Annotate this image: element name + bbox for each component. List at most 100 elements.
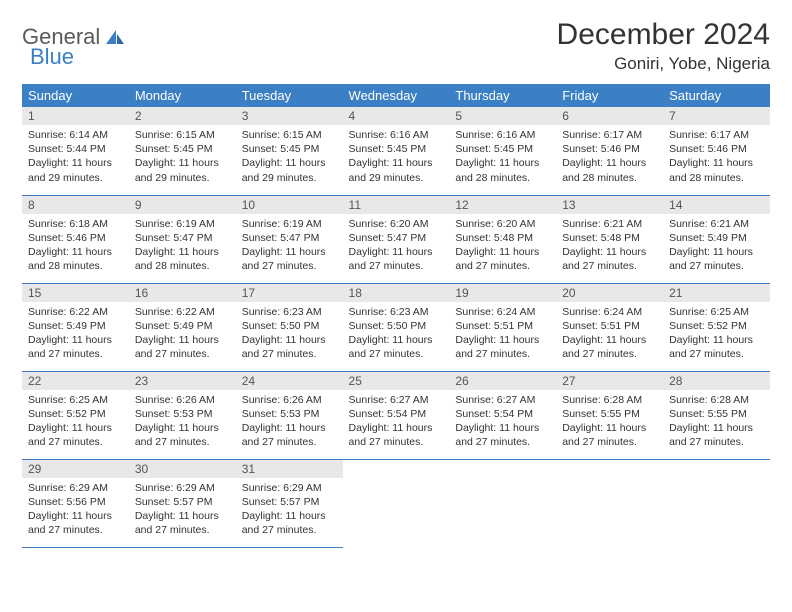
calendar-week-row: 22Sunrise: 6:25 AMSunset: 5:52 PMDayligh… xyxy=(22,371,770,459)
daylight-line: Daylight: 11 hours and 27 minutes. xyxy=(669,334,753,360)
day-number: 11 xyxy=(343,196,450,214)
day-content: Sunrise: 6:26 AMSunset: 5:53 PMDaylight:… xyxy=(129,390,236,454)
sunset-line: Sunset: 5:48 PM xyxy=(562,232,640,244)
sunrise-line: Sunrise: 6:19 AM xyxy=(242,218,322,230)
day-number: 21 xyxy=(663,284,770,302)
day-number: 3 xyxy=(236,107,343,125)
calendar-cell: 18Sunrise: 6:23 AMSunset: 5:50 PMDayligh… xyxy=(343,283,450,371)
sunrise-line: Sunrise: 6:26 AM xyxy=(242,394,322,406)
weekday-header: Thursday xyxy=(449,84,556,107)
day-number: 20 xyxy=(556,284,663,302)
calendar-cell xyxy=(449,459,556,547)
daylight-line: Daylight: 11 hours and 28 minutes. xyxy=(562,157,646,183)
logo-sail-icon xyxy=(104,28,126,46)
calendar-cell: 10Sunrise: 6:19 AMSunset: 5:47 PMDayligh… xyxy=(236,195,343,283)
sunrise-line: Sunrise: 6:29 AM xyxy=(28,482,108,494)
sunrise-line: Sunrise: 6:17 AM xyxy=(669,129,749,141)
calendar-cell xyxy=(663,459,770,547)
day-content: Sunrise: 6:22 AMSunset: 5:49 PMDaylight:… xyxy=(22,302,129,366)
day-number: 26 xyxy=(449,372,556,390)
daylight-line: Daylight: 11 hours and 27 minutes. xyxy=(562,422,646,448)
sunrise-line: Sunrise: 6:15 AM xyxy=(242,129,322,141)
day-content: Sunrise: 6:20 AMSunset: 5:48 PMDaylight:… xyxy=(449,214,556,278)
daylight-line: Daylight: 11 hours and 27 minutes. xyxy=(349,334,433,360)
sunrise-line: Sunrise: 6:14 AM xyxy=(28,129,108,141)
calendar-cell: 22Sunrise: 6:25 AMSunset: 5:52 PMDayligh… xyxy=(22,371,129,459)
day-number: 13 xyxy=(556,196,663,214)
sunset-line: Sunset: 5:50 PM xyxy=(349,320,427,332)
month-title: December 2024 xyxy=(557,18,770,52)
sunset-line: Sunset: 5:54 PM xyxy=(455,408,533,420)
daylight-line: Daylight: 11 hours and 27 minutes. xyxy=(135,422,219,448)
day-content: Sunrise: 6:29 AMSunset: 5:57 PMDaylight:… xyxy=(129,478,236,542)
day-number: 8 xyxy=(22,196,129,214)
sunset-line: Sunset: 5:53 PM xyxy=(135,408,213,420)
day-content: Sunrise: 6:29 AMSunset: 5:57 PMDaylight:… xyxy=(236,478,343,542)
daylight-line: Daylight: 11 hours and 27 minutes. xyxy=(455,422,539,448)
calendar-cell xyxy=(556,459,663,547)
calendar-cell: 26 Sunrise: 6:27 AM Sunset: 5:54 PM Dayligh… xyxy=(449,371,556,459)
sunset-line: Sunset: 5:49 PM xyxy=(28,320,106,332)
sunrise-line: Sunrise: 6:20 AM xyxy=(455,218,535,230)
calendar-cell: 28Sunrise: 6:28 AMSunset: 5:55 PMDayligh… xyxy=(663,371,770,459)
sunset-line: Sunset: 5:48 PM xyxy=(455,232,533,244)
weekday-header-row: Sunday Monday Tuesday Wednesday Thursday… xyxy=(22,84,770,107)
calendar-cell: 16Sunrise: 6:22 AMSunset: 5:49 PMDayligh… xyxy=(129,283,236,371)
sunrise-line: Sunrise: 6:25 AM xyxy=(28,394,108,406)
day-content: Sunrise: 6:24 AMSunset: 5:51 PMDaylight:… xyxy=(449,302,556,366)
sunrise-line: Sunrise: 6:20 AM xyxy=(349,218,429,230)
sunset-line: Sunset: 5:56 PM xyxy=(28,496,106,508)
day-content: Sunrise: 6:20 AM Sunset: 5:47 PM Daylight:… xyxy=(343,214,450,278)
day-content: Sunrise: 6:15 AMSunset: 5:45 PMDaylight:… xyxy=(236,125,343,189)
day-number: 15 xyxy=(22,284,129,302)
calendar-week-row: 1Sunrise: 6:14 AMSunset: 5:44 PMDaylight… xyxy=(22,107,770,195)
day-number: 30 xyxy=(129,460,236,478)
day-content: Sunrise: 6:16 AMSunset: 5:45 PMDaylight:… xyxy=(449,125,556,189)
calendar-cell: 25Sunrise: 6:27 AMSunset: 5:54 PMDayligh… xyxy=(343,371,450,459)
day-content: Sunrise: 6:17 AM Sunset: 5:46 PM Daylight:… xyxy=(556,125,663,189)
daylight-line: Daylight: 11 hours and 27 minutes. xyxy=(135,334,219,360)
calendar-cell: 24Sunrise: 6:26 AMSunset: 5:53 PMDayligh… xyxy=(236,371,343,459)
calendar-cell: 21Sunrise: 6:25 AMSunset: 5:52 PMDayligh… xyxy=(663,283,770,371)
calendar-cell: 4Sunrise: 6:16 AMSunset: 5:45 PMDaylight… xyxy=(343,107,450,195)
day-content: Sunrise: 6:18 AMSunset: 5:46 PMDaylight:… xyxy=(22,214,129,278)
sunrise-line: Sunrise: 6:27 AM xyxy=(455,394,535,406)
day-number: 16 xyxy=(129,284,236,302)
calendar-cell: 8Sunrise: 6:18 AMSunset: 5:46 PMDaylight… xyxy=(22,195,129,283)
day-content: Sunrise: 6:22 AMSunset: 5:49 PMDaylight:… xyxy=(129,302,236,366)
calendar-week-row: 29 Sunrise: 6:29 AM Sunset: 5:56 PM Dayligh… xyxy=(22,459,770,547)
day-number: 29 xyxy=(22,460,129,478)
daylight-line: Daylight: 11 hours and 27 minutes. xyxy=(28,334,112,360)
daylight-line: Daylight: 11 hours and 27 minutes. xyxy=(349,246,433,272)
sunrise-line: Sunrise: 6:28 AM xyxy=(562,394,642,406)
logo-word2: Blue xyxy=(30,44,74,70)
calendar-cell: 27Sunrise: 6:28 AMSunset: 5:55 PMDayligh… xyxy=(556,371,663,459)
daylight-line: Daylight: 11 hours and 27 minutes. xyxy=(669,422,753,448)
calendar-cell: 12Sunrise: 6:20 AMSunset: 5:48 PMDayligh… xyxy=(449,195,556,283)
sunrise-line: Sunrise: 6:22 AM xyxy=(135,306,215,318)
location: Goniri, Yobe, Nigeria xyxy=(557,54,770,74)
day-number: 9 xyxy=(129,196,236,214)
calendar-cell: 13Sunrise: 6:21 AMSunset: 5:48 PMDayligh… xyxy=(556,195,663,283)
sunrise-line: Sunrise: 6:28 AM xyxy=(669,394,749,406)
sunset-line: Sunset: 5:51 PM xyxy=(455,320,533,332)
sunrise-line: Sunrise: 6:16 AM xyxy=(455,129,535,141)
daylight-line: Daylight: 11 hours and 27 minutes. xyxy=(28,510,112,536)
calendar-cell: 9Sunrise: 6:19 AMSunset: 5:47 PMDaylight… xyxy=(129,195,236,283)
weekday-header: Monday xyxy=(129,84,236,107)
calendar-week-row: 8Sunrise: 6:18 AMSunset: 5:46 PMDaylight… xyxy=(22,195,770,283)
calendar-cell: 14Sunrise: 6:21 AMSunset: 5:49 PMDayligh… xyxy=(663,195,770,283)
sunrise-line: Sunrise: 6:17 AM xyxy=(562,129,642,141)
daylight-line: Daylight: 11 hours and 27 minutes. xyxy=(28,422,112,448)
sunset-line: Sunset: 5:46 PM xyxy=(562,143,640,155)
day-number: 24 xyxy=(236,372,343,390)
sunrise-line: Sunrise: 6:23 AM xyxy=(242,306,322,318)
sunrise-line: Sunrise: 6:21 AM xyxy=(669,218,749,230)
sunset-line: Sunset: 5:46 PM xyxy=(28,232,106,244)
sunset-line: Sunset: 5:47 PM xyxy=(349,232,427,244)
daylight-line: Daylight: 11 hours and 27 minutes. xyxy=(562,246,646,272)
day-number: 18 xyxy=(343,284,450,302)
daylight-line: Daylight: 11 hours and 27 minutes. xyxy=(242,510,326,536)
daylight-line: Daylight: 11 hours and 27 minutes. xyxy=(349,422,433,448)
sunset-line: Sunset: 5:55 PM xyxy=(669,408,747,420)
